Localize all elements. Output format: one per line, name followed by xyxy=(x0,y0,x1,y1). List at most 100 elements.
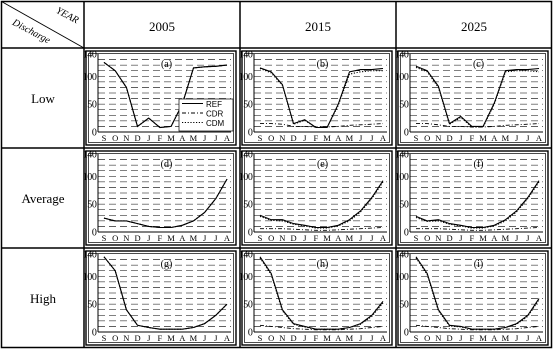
series-line-cdr xyxy=(259,324,384,331)
x-tick-label-J: J xyxy=(203,133,207,143)
panel-inner-frame xyxy=(400,153,546,243)
panel-frame xyxy=(85,50,237,146)
x-tick-label-J: J xyxy=(147,333,151,343)
series-line-ref xyxy=(259,67,384,129)
x-tick-label-N: N xyxy=(123,133,129,143)
y-tick-label-0: 0 xyxy=(92,228,97,239)
x-tick-label-M: M xyxy=(479,233,487,243)
y-tick-label-100: 100 xyxy=(395,72,409,83)
x-tick-label-J: J xyxy=(203,333,207,343)
x-tick-label-D: D xyxy=(290,133,296,143)
y-tick-label-50: 50 xyxy=(399,200,409,211)
x-tick-label-O: O xyxy=(268,233,274,243)
legend-box xyxy=(178,98,234,132)
corner-discharge-label: Discharge xyxy=(9,17,52,47)
panel-inner-frame xyxy=(400,253,546,343)
y-tick-label-100: 100 xyxy=(83,72,97,83)
panel-label: (a) xyxy=(161,59,172,70)
x-tick-label-M: M xyxy=(479,133,487,143)
x-tick-label-A: A xyxy=(536,333,543,343)
x-tick-label-J: J xyxy=(515,233,519,243)
x-tick-label-A: A xyxy=(335,233,342,243)
y-tick-label-50: 50 xyxy=(87,200,97,211)
x-tick-label-A: A xyxy=(491,233,498,243)
y-tick-label-0: 0 xyxy=(248,328,253,339)
x-tick-label-S: S xyxy=(258,133,263,143)
y-tick-label-0: 0 xyxy=(404,128,409,139)
legend-label-cdm: CDM xyxy=(206,119,225,128)
panel-inner-frame xyxy=(244,153,390,243)
x-tick-label-A: A xyxy=(179,333,186,343)
y-tick-label-0: 0 xyxy=(404,328,409,339)
y-tick-label-0: 0 xyxy=(92,128,97,139)
x-tick-label-D: D xyxy=(134,333,140,343)
x-tick-label-S: S xyxy=(414,333,419,343)
x-tick-label-J: J xyxy=(147,233,151,243)
x-tick-label-S: S xyxy=(258,333,263,343)
y-tick-label-0: 0 xyxy=(92,328,97,339)
x-tick-label-M: M xyxy=(190,333,198,343)
panel-inner-frame xyxy=(244,53,390,143)
series-line-ref xyxy=(415,65,540,127)
x-tick-label-D: D xyxy=(290,333,296,343)
x-tick-label-J: J xyxy=(370,333,374,343)
x-tick-label-N: N xyxy=(435,233,441,243)
x-tick-label-D: D xyxy=(134,133,140,143)
panel-inner-frame xyxy=(244,253,390,343)
x-tick-label-M: M xyxy=(167,333,175,343)
series-line-cdr xyxy=(103,62,228,128)
x-tick-label-F: F xyxy=(158,233,163,243)
panel-frame xyxy=(397,150,549,246)
panel-inner-frame xyxy=(88,53,234,143)
y-tick-label-50: 50 xyxy=(87,100,97,111)
x-tick-label-J: J xyxy=(515,133,519,143)
x-tick-label-M: M xyxy=(479,333,487,343)
x-tick-label-A: A xyxy=(179,233,186,243)
x-tick-label-J: J xyxy=(359,133,363,143)
x-tick-label-J: J xyxy=(303,233,307,243)
corner-diagonal xyxy=(1,1,85,49)
x-tick-label-O: O xyxy=(424,133,430,143)
y-tick-label-140: 140 xyxy=(395,150,409,161)
x-tick-label-J: J xyxy=(214,233,218,243)
x-tick-label-F: F xyxy=(314,133,319,143)
x-tick-label-J: J xyxy=(515,333,519,343)
x-tick-label-J: J xyxy=(370,233,374,243)
y-tick-label-140: 140 xyxy=(239,150,253,161)
x-tick-label-A: A xyxy=(224,333,231,343)
x-tick-label-M: M xyxy=(190,233,198,243)
x-tick-label-D: D xyxy=(446,133,452,143)
x-tick-label-O: O xyxy=(268,133,274,143)
x-tick-label-M: M xyxy=(190,133,198,143)
x-tick-label-J: J xyxy=(459,233,463,243)
series-line-cdm xyxy=(259,67,383,129)
x-tick-label-J: J xyxy=(359,233,363,243)
x-tick-label-N: N xyxy=(435,333,441,343)
x-tick-label-D: D xyxy=(290,233,296,243)
x-tick-label-N: N xyxy=(435,133,441,143)
panel-label: (c) xyxy=(473,59,484,70)
x-tick-label-S: S xyxy=(258,233,263,243)
x-tick-label-F: F xyxy=(314,333,319,343)
x-tick-label-M: M xyxy=(167,133,175,143)
y-tick-label-50: 50 xyxy=(243,300,253,311)
panel-frame xyxy=(85,150,237,246)
x-tick-label-J: J xyxy=(370,133,374,143)
x-tick-label-A: A xyxy=(224,233,231,243)
x-tick-label-F: F xyxy=(470,333,475,343)
series-line-cdm xyxy=(415,66,540,128)
x-tick-label-F: F xyxy=(470,133,475,143)
x-tick-label-A: A xyxy=(179,133,186,143)
series-line-cdr xyxy=(416,227,540,231)
x-tick-label-M: M xyxy=(346,133,354,143)
panel-inner-frame xyxy=(400,53,546,143)
series-line-cdr xyxy=(415,324,540,331)
x-tick-label-A: A xyxy=(380,233,387,243)
col-header-2015: 2015 xyxy=(305,19,331,34)
y-tick-label-100: 100 xyxy=(83,172,97,183)
y-tick-label-140: 140 xyxy=(83,50,97,61)
